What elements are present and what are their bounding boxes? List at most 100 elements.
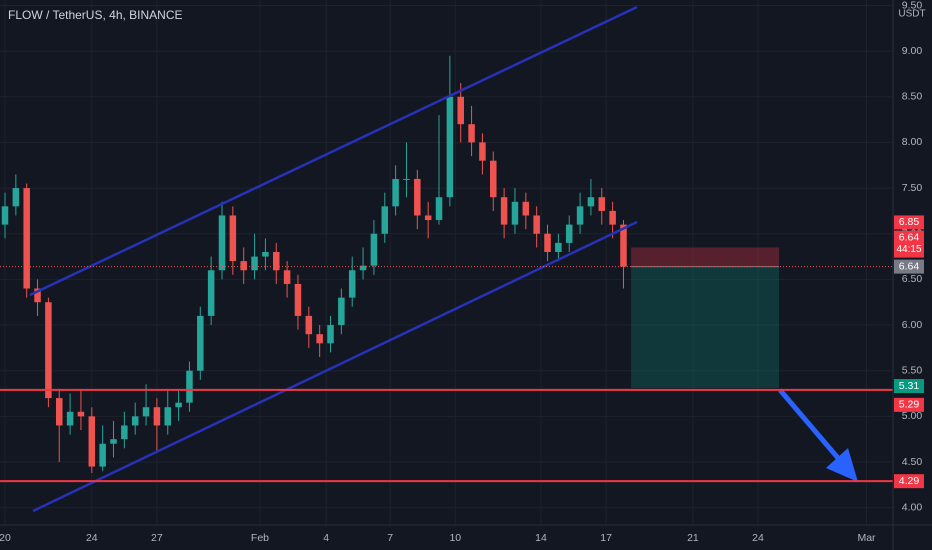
- candle-body: [327, 325, 334, 344]
- candle-body: [99, 443, 106, 467]
- candle-body: [555, 242, 562, 252]
- candle-body: [500, 197, 508, 225]
- y-tick-label: 4.50: [902, 456, 923, 468]
- candle-body: [197, 315, 204, 371]
- x-tick-label: Mar: [857, 532, 876, 544]
- candle-body: [121, 425, 128, 440]
- candle-body: [359, 265, 367, 271]
- candle-body: [77, 411, 85, 417]
- candle-body: [164, 407, 172, 426]
- y-tick-label: 7.50: [902, 182, 923, 194]
- candle-body: [294, 283, 302, 316]
- price-tag-label: 5.31: [899, 380, 920, 392]
- x-tick-label: 27: [151, 532, 163, 544]
- candle-body: [23, 188, 30, 289]
- countdown: 44:15: [896, 244, 921, 255]
- x-tick-label: 21: [687, 532, 699, 544]
- candle-body: [392, 178, 399, 207]
- stop-zone: [631, 247, 780, 267]
- candle-body: [468, 124, 475, 143]
- candle-body: [175, 402, 182, 408]
- x-tick-label: 24: [752, 532, 764, 544]
- candle-body: [544, 233, 551, 252]
- y-tick-label: 4.00: [902, 501, 923, 513]
- arrow: [778, 388, 858, 482]
- candle-body: [424, 215, 432, 221]
- candle-body: [435, 197, 443, 221]
- x-tick-label: 17: [600, 532, 612, 544]
- candle-body: [348, 270, 356, 298]
- candle-body: [66, 411, 74, 426]
- candle-body: [620, 224, 627, 267]
- price-tag: [894, 259, 924, 274]
- candle-body: [370, 233, 378, 266]
- candle-body: [207, 270, 215, 316]
- x-tick-label: 7: [387, 532, 393, 544]
- channel-upper: [29, 5, 638, 297]
- candle-body: [576, 206, 584, 225]
- candle-body: [55, 398, 63, 426]
- y-tick-label: 9.00: [902, 45, 923, 57]
- candle-body: [34, 288, 41, 303]
- price-tag: [894, 230, 924, 258]
- price-tag: [894, 215, 924, 230]
- candle-body: [218, 215, 226, 271]
- candle-body: [262, 252, 269, 257]
- position-tool: [631, 247, 780, 389]
- price-tag: [894, 474, 924, 489]
- candle-body: [522, 201, 530, 216]
- price-tag: [894, 397, 924, 412]
- candle-body: [565, 224, 573, 243]
- x-tick-label: Feb: [251, 532, 269, 544]
- y-tick-label: 9.50: [902, 0, 923, 11]
- candle-body: [338, 297, 345, 326]
- candle-body: [305, 315, 313, 335]
- price-tag: [894, 379, 924, 394]
- candle-body: [45, 302, 52, 399]
- candle-body: [88, 416, 96, 467]
- target-zone: [631, 266, 780, 389]
- candle-body: [316, 334, 323, 344]
- y-tick-label: 8.00: [902, 136, 923, 148]
- candle-body: [142, 407, 150, 417]
- candle-body: [403, 178, 410, 180]
- candle-body: [153, 407, 161, 426]
- candle-body: [587, 197, 595, 207]
- candle-body: [251, 256, 258, 271]
- channel-lower: [32, 220, 638, 513]
- y-tick-label: 6.50: [902, 273, 923, 285]
- levels: [0, 266, 893, 483]
- price-tag-label: 5.29: [899, 399, 920, 411]
- candle-body: [12, 188, 20, 207]
- y-tick-label: 6.00: [902, 319, 923, 331]
- candle-body: [446, 96, 454, 198]
- candle-body: [381, 206, 389, 234]
- candle-body: [283, 270, 291, 284]
- price-tag-label: 4.29: [899, 475, 920, 487]
- x-tick-label: 14: [535, 532, 547, 544]
- x-tick-label: 24: [86, 532, 98, 544]
- arrow-head: [826, 448, 858, 482]
- y-tick-label: 8.50: [902, 91, 923, 103]
- axes: 4.004.505.005.506.006.507.007.508.008.50…: [0, 0, 922, 544]
- candle-body: [457, 96, 464, 125]
- candle-body: [186, 370, 193, 403]
- y-tick-label: 5.00: [902, 410, 923, 422]
- axis-unit: USDT: [898, 9, 925, 20]
- chart-title: FLOW / TetherUS, 4h, BINANCE: [8, 8, 183, 22]
- candle-body: [490, 160, 497, 198]
- x-tick-label: 10: [449, 532, 461, 544]
- candle-body: [1, 206, 9, 225]
- candle-body: [240, 261, 247, 271]
- candle-body: [131, 416, 139, 426]
- x-tick-label: 20: [0, 532, 11, 544]
- price-tag-label: 6.64: [899, 231, 920, 243]
- x-tick-label: 4: [323, 532, 329, 544]
- candle-body: [414, 178, 421, 216]
- candles: [1, 55, 627, 473]
- candle-body: [609, 210, 616, 225]
- candle-body: [511, 201, 519, 225]
